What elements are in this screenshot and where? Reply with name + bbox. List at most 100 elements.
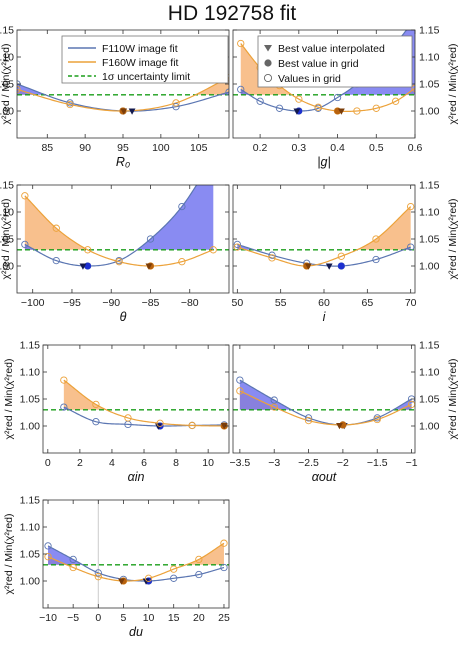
grid-value-marker (60, 403, 68, 411)
x-tick-label: 0 (95, 612, 101, 624)
best-interpolated-marker (325, 263, 333, 270)
x-tick-label: 5 (121, 612, 127, 624)
x-tick-label: 60 (318, 297, 330, 309)
chart-panel-4: 50 55 60 65 70 1.00 1.05 1.10 1.15 i χ²red / Min(χ… (231, 180, 459, 325)
grid-value-marker (21, 240, 29, 249)
grid-value-marker (146, 235, 155, 243)
x-tick-label: 0 (45, 457, 51, 469)
y-axis-label: χ²red / Min(χ²red) (3, 358, 15, 439)
y-tick-label: 1.15 (419, 180, 440, 192)
f160w-fit-curve (237, 206, 412, 267)
y-tick-label: 1.10 (20, 367, 41, 379)
grid-value-marker (156, 419, 164, 427)
grid-value-marker (21, 192, 29, 200)
grid-value-marker (195, 570, 203, 579)
f160w-fit-curve (63, 379, 225, 427)
x-tick-label: 10 (143, 612, 155, 624)
best-grid-marker (84, 262, 92, 270)
x-tick-label: 0.2 (253, 142, 268, 154)
grid-value-marker (210, 155, 216, 161)
y-tick-label: 1.05 (0, 79, 14, 91)
x-tick-label: 10 (202, 457, 214, 469)
best-interpolated-marker (338, 108, 345, 115)
grid-value-marker (60, 376, 68, 384)
f160w-fit-curve (24, 195, 214, 267)
y-tick-label: 1.00 (419, 106, 440, 118)
y-axis-label: χ²red / Min(χ²red) (447, 43, 459, 124)
grid-value-marker (304, 414, 313, 422)
grid-value-marker (237, 39, 245, 48)
x-tick-label: −85 (142, 297, 160, 309)
grid-value-marker (94, 573, 102, 581)
legend-label: 1σ uncertainty limit (102, 71, 190, 83)
best-interpolated-marker (293, 108, 301, 115)
legend-triangle-marker (264, 45, 272, 52)
f160w-excess-fill (240, 43, 292, 95)
y-tick-label: 1.00 (419, 421, 440, 433)
grid-value-marker (256, 97, 264, 105)
y-tick-label: 1.00 (20, 576, 41, 588)
y-tick-label: 1.10 (0, 207, 14, 219)
plot-area (17, 155, 229, 270)
y-axis-label: χ²red / Min(χ²red) (447, 198, 459, 279)
grid-value-marker (275, 104, 284, 112)
best-interpolated-marker (79, 263, 87, 270)
legend-open-marker (263, 73, 273, 83)
grid-value-marker (225, 88, 229, 96)
grid-value-marker (236, 376, 244, 384)
x-tick-label: 25 (218, 612, 230, 624)
grid-value-marker (304, 416, 313, 425)
x-tick-label: −2 (337, 457, 349, 469)
plot-area (233, 376, 415, 430)
grid-value-marker (391, 97, 400, 105)
plot-area (233, 202, 415, 270)
x-tick-label: −90 (102, 297, 120, 309)
legend-box (61, 35, 229, 84)
legend-box (257, 35, 413, 88)
grid-value-marker (295, 95, 303, 103)
grid-value-marker (270, 403, 278, 411)
plot-area (43, 500, 229, 608)
legend-label: Best value in grid (278, 58, 359, 70)
x-tick-label: 20 (193, 612, 205, 624)
x-tick-label: 50 (231, 297, 243, 309)
x-axis-label: R₀ (116, 155, 130, 169)
y-tick-label: 1.05 (419, 394, 440, 406)
x-axis-label: θ (120, 310, 127, 324)
x-tick-label: 6 (141, 457, 147, 469)
y-tick-label: 1.10 (20, 522, 41, 534)
x-tick-label: −5 (67, 612, 79, 624)
grid-value-marker (372, 255, 380, 264)
y-axis-label: χ²red / Min(χ²red) (447, 358, 459, 439)
grid-value-marker (69, 555, 77, 564)
x-tick-label: −2.5 (298, 457, 319, 469)
grid-value-marker (94, 569, 102, 577)
grid-value-marker (236, 387, 244, 395)
legend-label: Values in grid (278, 73, 341, 85)
y-tick-label: 1.05 (20, 549, 41, 561)
grid-value-marker (372, 235, 380, 243)
f160w-fit-curve (47, 542, 225, 582)
chart-panel-7: −10 −5 0 5 10 15 20 25 1.00 1.05 1.10 1.15 du χ²red /… (3, 495, 230, 640)
best-interpolated-marker (155, 423, 162, 430)
y-tick-label: 1.10 (419, 207, 440, 219)
y-tick-label: 1.05 (20, 394, 41, 406)
grid-value-marker (333, 93, 342, 102)
grid-value-marker (412, 16, 418, 22)
grid-value-marker (92, 418, 100, 426)
x-tick-label: 0.4 (330, 142, 345, 154)
x-tick-label: 90 (79, 142, 91, 154)
best-interpolated-marker (220, 423, 228, 430)
grid-value-marker (170, 574, 178, 582)
x-axis-label: αout (312, 470, 337, 484)
f110w-fit-curve (17, 83, 229, 112)
x-tick-label: 65 (361, 297, 373, 309)
grid-value-marker (268, 251, 276, 259)
grid-value-marker (372, 104, 380, 112)
x-tick-label: 15 (168, 612, 180, 624)
grid-value-marker (172, 103, 180, 111)
f160w-fit-curve (239, 390, 412, 426)
y-tick-label: 1.00 (419, 261, 440, 273)
f160w-excess-fill (357, 206, 411, 250)
